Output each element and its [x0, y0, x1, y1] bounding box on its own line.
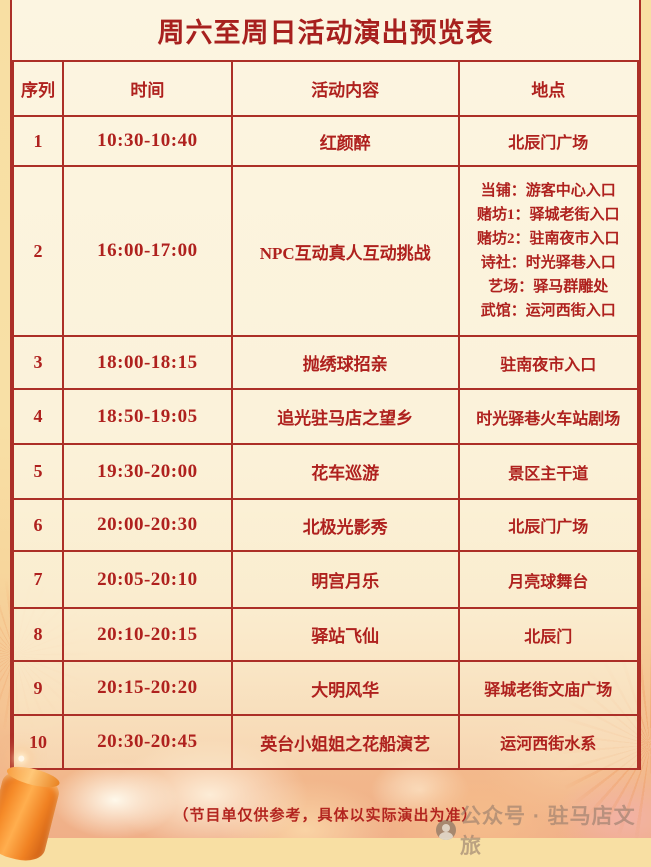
wechat-account-icon [436, 820, 456, 840]
location-line: 艺场：驿马群雕处 [488, 279, 609, 295]
location-cell: 北辰门 [457, 607, 640, 662]
activity-cell: 英台小姐姐之花船演艺 [230, 714, 460, 770]
seq-cell: 1 [12, 115, 64, 167]
table-row: 3 18:00-18:15 抛绣球招亲 驻南夜市入口 [12, 335, 640, 390]
location-cell: 运河西街水系 [457, 714, 640, 770]
activity-cell: 明宫月乐 [230, 550, 460, 609]
location-cell: 当铺：游客中心入口 赌坊1：驿城老街入口 赌坊2：驻南夜市入口 诗社：时光驿巷入… [457, 165, 640, 337]
activity-cell: NPC互动真人互动挑战 [230, 165, 460, 337]
watermark: 公众号 · 驻马店文旅 [436, 800, 651, 860]
table-row: 8 20:10-20:15 驿站飞仙 北辰门 [12, 607, 640, 662]
time-cell: 16:00-17:00 [62, 165, 233, 337]
seq-cell: 4 [12, 388, 64, 445]
time-cell: 20:15-20:20 [62, 660, 233, 716]
table-row: 9 20:15-20:20 大明风华 驿城老街文庙广场 [12, 660, 640, 716]
time-cell: 20:00-20:30 [62, 498, 233, 552]
header-row: 序列 时间 活动内容 地点 [12, 60, 640, 117]
activity-cell: 红颜醉 [230, 115, 460, 167]
time-cell: 20:30-20:45 [62, 714, 233, 770]
header-cell-activity: 活动内容 [230, 60, 460, 117]
table-row: 2 16:00-17:00 NPC互动真人互动挑战 当铺：游客中心入口 赌坊1：… [12, 165, 640, 337]
activity-cell: 北极光影秀 [230, 498, 460, 552]
lantern-spark [17, 754, 25, 763]
activity-cell: 追光驻马店之望乡 [230, 388, 460, 445]
activity-cell: 抛绣球招亲 [230, 335, 460, 390]
activity-cell: 大明风华 [230, 660, 460, 716]
location-cell: 驻南夜市入口 [457, 335, 640, 390]
location-cell: 驿城老街文庙广场 [457, 660, 640, 716]
time-cell: 19:30-20:00 [62, 443, 233, 500]
seq-cell: 2 [12, 165, 64, 337]
seq-cell: 9 [12, 660, 64, 716]
location-cell: 景区主干道 [457, 443, 640, 500]
time-cell: 20:10-20:15 [62, 607, 233, 662]
seq-cell: 5 [12, 443, 64, 500]
seq-cell: 7 [12, 550, 64, 609]
watermark-text: 公众号 · 驻马店文旅 [460, 805, 636, 858]
location-line: 赌坊1：驿城老街入口 [477, 207, 620, 223]
table-row: 7 20:05-20:10 明宫月乐 月亮球舞台 [12, 550, 640, 609]
seq-cell: 6 [12, 498, 64, 552]
wechat-icon-head [442, 824, 450, 832]
location-cell: 月亮球舞台 [457, 550, 640, 609]
location-cell: 时光驿巷火车站剧场 [457, 388, 640, 445]
activity-cell: 驿站飞仙 [230, 607, 460, 662]
activity-cell: 花车巡游 [230, 443, 460, 500]
header-cell-time: 时间 [62, 60, 233, 117]
schedule-panel: 周六至周日活动演出预览表 序列 时间 活动内容 地点 1 10:30-10:40… [10, 0, 641, 770]
footer-note: （节目单仅供参考，具体以实际演出为准） [173, 808, 478, 824]
schedule-table: 序列 时间 活动内容 地点 1 10:30-10:40 红颜醉 北辰门广场 2 … [12, 60, 640, 770]
table-row: 6 20:00-20:30 北极光影秀 北辰门广场 [12, 498, 640, 552]
location-line: 赌坊2：驻南夜市入口 [477, 231, 620, 247]
location-line: 诗社：时光驿巷入口 [480, 255, 616, 271]
time-cell: 18:00-18:15 [62, 335, 233, 390]
table-row: 5 19:30-20:00 花车巡游 景区主干道 [12, 443, 640, 500]
time-cell: 10:30-10:40 [62, 115, 233, 167]
header-cell-seq: 序列 [12, 60, 64, 117]
page-title: 周六至周日活动演出预览表 [157, 17, 494, 48]
table-row: 10 20:30-20:45 英台小姐姐之花船演艺 运河西街水系 [12, 714, 640, 770]
header-cell-location: 地点 [457, 60, 640, 117]
table-row: 4 18:50-19:05 追光驻马店之望乡 时光驿巷火车站剧场 [12, 388, 640, 445]
location-cell: 北辰门广场 [457, 498, 640, 552]
location-cell: 北辰门广场 [457, 115, 640, 167]
seq-cell: 3 [12, 335, 64, 390]
table-row: 1 10:30-10:40 红颜醉 北辰门广场 [12, 115, 640, 167]
seq-cell: 8 [12, 607, 64, 662]
location-line: 武馆：运河西街入口 [480, 303, 616, 319]
time-cell: 20:05-20:10 [62, 550, 233, 609]
wechat-icon-torso [439, 832, 453, 840]
location-line: 当铺：游客中心入口 [480, 183, 616, 199]
time-cell: 18:50-19:05 [62, 388, 233, 445]
